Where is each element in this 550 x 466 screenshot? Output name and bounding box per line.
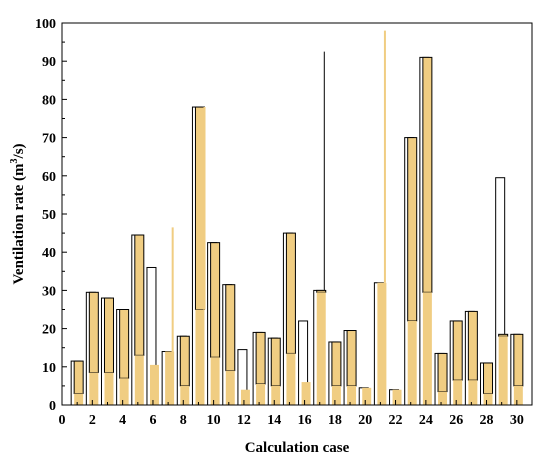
y-tick-label-60: 60	[42, 170, 56, 185]
y-tick-label-40: 40	[42, 246, 56, 261]
bar-filled-lower-case-10	[210, 357, 220, 405]
bar-filled-lower-case-14	[271, 385, 281, 405]
x-tick-label-14: 14	[267, 413, 281, 428]
bar-filled-upper-case-29	[498, 333, 509, 337]
bar-filled-upper-case-2	[88, 291, 99, 374]
bars-layer	[70, 30, 524, 406]
bar-filled-upper-case-3	[103, 297, 114, 374]
y-tick-label-30: 30	[42, 284, 56, 299]
bar-filled-upper-case-15	[285, 232, 296, 354]
x-tick-label-30: 30	[510, 413, 524, 428]
bar-filled-lower-case-8	[180, 385, 190, 405]
bar-filled-lower-case-23	[407, 320, 417, 405]
y-tick-label-10: 10	[42, 361, 56, 376]
bar-filled-lower-case-20	[362, 387, 372, 405]
y-tick-label-70: 70	[42, 132, 56, 147]
bar-filled-upper-case-11	[225, 284, 236, 372]
bar-filled-upper-case-14	[270, 337, 281, 387]
bar-filled-lower-case-27	[468, 380, 478, 405]
bar-filled-lower-case-12	[240, 389, 250, 405]
x-tick-label-0: 0	[59, 413, 66, 428]
x-tick-label-20: 20	[358, 413, 372, 428]
bar-filled-upper-case-23	[407, 137, 418, 322]
bar-filled-upper-case-5	[134, 234, 145, 356]
bar-filled-lower-case-26	[453, 380, 463, 405]
y-tick-label-20: 20	[42, 323, 56, 338]
bar-filled-upper-case-26	[452, 320, 463, 381]
bar-filled-upper-case-28	[483, 362, 494, 395]
bar-filled-lower-case-18	[331, 385, 341, 405]
bar-filled-upper-case-27	[467, 310, 478, 381]
bar-filled-upper-case-9	[194, 106, 205, 311]
y-axis-title: Ventilation rate (m3/s)	[9, 143, 27, 284]
bar-filled-upper-case-24	[422, 56, 433, 293]
y-tick-label-90: 90	[42, 55, 56, 70]
bar-filled-lower-case-2	[89, 372, 99, 405]
bar-filled-lower-case-16	[301, 382, 311, 405]
bar-filled-lower-case-19	[347, 385, 357, 405]
x-tick-label-16: 16	[298, 413, 312, 428]
y-tick-label-50: 50	[42, 208, 56, 223]
bar-filled-lower-case-21	[377, 282, 387, 405]
x-tick-label-26: 26	[449, 413, 463, 428]
y-axis-title-main: Ventilation rate (m	[11, 163, 27, 285]
bar-filled-upper-case-13	[255, 331, 266, 385]
bar-filled-upper-case-17	[316, 289, 327, 293]
x-tick-label-2: 2	[89, 413, 96, 428]
x-tick-label-28: 28	[480, 413, 494, 428]
bar-filled-lower-case-11	[225, 370, 235, 405]
bar-filled-lower-case-7	[165, 351, 175, 405]
bar-filled-lower-case-4	[119, 378, 129, 405]
bar-filled-lower-case-6	[149, 364, 159, 405]
bar-filled-lower-case-30	[513, 385, 523, 405]
x-tick-label-6: 6	[149, 413, 156, 428]
y-axis-title-end: /s)	[11, 143, 27, 159]
bar-filled-upper-case-4	[119, 309, 130, 379]
bar-filled-lower-case-15	[286, 353, 296, 405]
bar-filled-upper-case-10	[210, 242, 221, 358]
bar-filled-lower-case-22	[392, 389, 402, 405]
bar-filled-lower-case-1	[74, 393, 84, 405]
bar-filled-upper-case-30	[513, 333, 524, 387]
x-tick-label-22: 22	[389, 413, 403, 428]
bar-filled-lower-case-3	[104, 372, 114, 405]
bar-filled-lower-case-24	[422, 292, 432, 405]
bar-filled-upper-case-8	[179, 335, 190, 387]
x-tick-label-12: 12	[237, 413, 251, 428]
x-tick-label-10: 10	[207, 413, 221, 428]
bar-filled-lower-case-25	[438, 391, 448, 405]
x-tick-label-8: 8	[180, 413, 187, 428]
bar-filled-lower-case-29	[498, 336, 508, 405]
bar-filled-upper-case-25	[437, 352, 448, 393]
bar-filled-upper-case-1	[73, 360, 84, 395]
bar-filled-lower-case-17	[316, 292, 326, 405]
bar-filled-lower-case-13	[256, 383, 266, 405]
x-tick-label-18: 18	[328, 413, 342, 428]
bar-filled-lower-case-5	[134, 355, 144, 405]
x-tick-label-4: 4	[119, 413, 126, 428]
bar-filled-lower-case-28	[483, 393, 493, 405]
y-tick-label-100: 100	[35, 17, 56, 32]
y-tick-label-0: 0	[49, 399, 56, 414]
x-tick-label-24: 24	[419, 413, 433, 428]
y-axis-title-superscript: 3	[9, 158, 20, 163]
bar-filled-upper-case-19	[346, 330, 357, 387]
x-axis-title: Calculation case	[245, 440, 350, 456]
bar-filled-lower-case-9	[195, 309, 205, 405]
y-tick-label-80: 80	[42, 93, 56, 108]
bar-filled-upper-case-18	[331, 341, 342, 387]
